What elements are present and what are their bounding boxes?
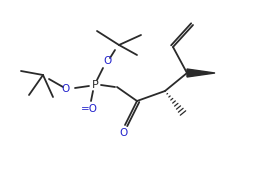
Text: =O: =O [81,104,98,114]
Text: O: O [104,56,112,66]
Text: P: P [92,80,98,90]
Text: O: O [119,128,127,138]
Text: O: O [61,84,69,94]
Polygon shape [187,69,215,77]
